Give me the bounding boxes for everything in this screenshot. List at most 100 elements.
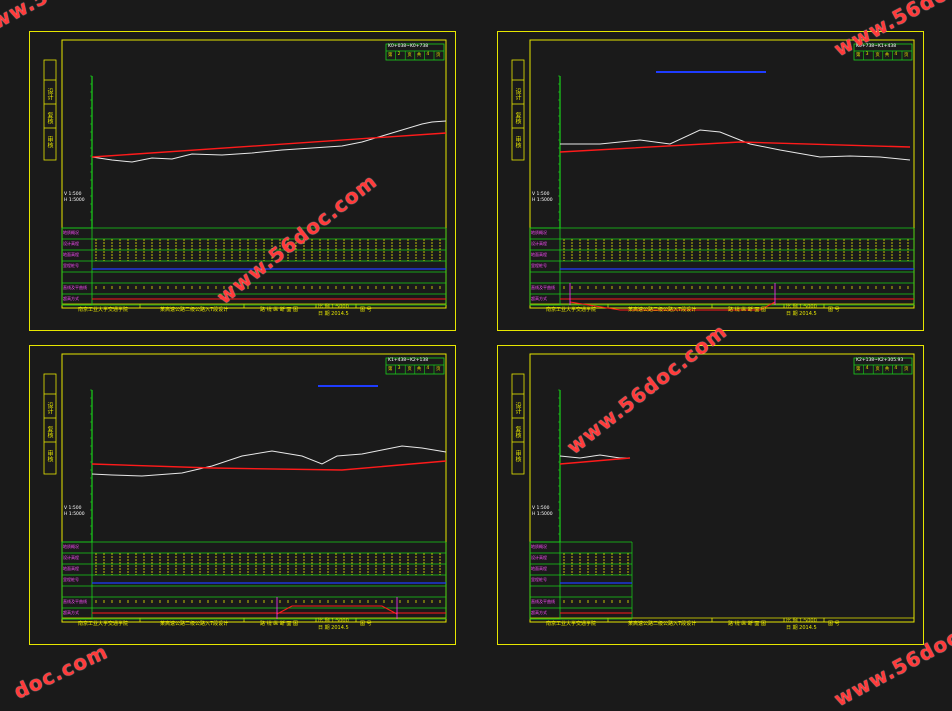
page-cell: 页 <box>875 367 880 372</box>
title-sheet-no: 图 号 <box>828 307 840 313</box>
title-sheet-no: 图 号 <box>360 307 372 313</box>
page-cell: 4 <box>894 366 898 371</box>
table-row-label: 里程桩号 <box>531 577 547 582</box>
title-drawing: 路 线 纵 断 面 图 <box>728 307 766 313</box>
page-cell: 共 <box>416 367 422 372</box>
page-cell: 共 <box>416 53 422 58</box>
table-row-label: 地面高程 <box>63 252 79 257</box>
horizontal-scale: H 1:5000 <box>532 512 553 517</box>
horizontal-scale: H 1:5000 <box>64 512 85 517</box>
title-school: 南京工业大学交通学院 <box>546 307 597 313</box>
page-cell: 第 <box>388 367 393 372</box>
drawing-sheet-1: 审核 复核 设计南京工业大学交通学院 某高速公路二级公路入7段设计 路 线 纵 断 面 … <box>29 31 456 331</box>
vertical-scale: V 1:500 <box>532 192 550 197</box>
page-cell: 4 <box>865 366 869 371</box>
title-date: 日 期 2014.5 <box>318 311 349 317</box>
title-date: 日 期 2014.5 <box>786 625 817 631</box>
title-drawing: 路 线 纵 断 面 图 <box>260 621 298 627</box>
table-row-label: 设计高程 <box>531 241 547 246</box>
title-scale: 比 例 1:5000 <box>786 618 817 624</box>
station-range: K2+138~K2+305.93 <box>856 358 904 363</box>
page-cell: 页 <box>407 53 412 58</box>
table-row-label: 超高方式 <box>531 296 547 301</box>
table-row-label: 里程桩号 <box>63 577 79 582</box>
page-cell: 第 <box>388 53 393 58</box>
side-label: 设计 <box>46 402 53 414</box>
table-row-label: 超高方式 <box>531 610 547 615</box>
title-drawing: 路 线 纵 断 面 图 <box>260 307 298 313</box>
title-sheet-no: 图 号 <box>360 621 372 627</box>
side-label: 复核 <box>514 112 521 124</box>
side-label: 审核 <box>514 136 521 148</box>
page-cell: 页 <box>875 53 880 58</box>
drawing-sheet-2: 审核 复核 设计南京工业大学交通学院 某高速公路二级公路入7段设计 路 线 纵 断 面 … <box>497 31 924 331</box>
table-row-label: 超高方式 <box>63 296 79 301</box>
title-school: 南京工业大学交通学院 <box>78 307 129 313</box>
title-project: 某高速公路二级公路入7段设计 <box>160 621 229 627</box>
table-row-label: 地面高程 <box>63 566 79 571</box>
page-cell: 页 <box>436 53 441 58</box>
horizontal-scale: H 1:5000 <box>64 198 85 203</box>
table-row-label: 超高方式 <box>63 610 79 615</box>
title-drawing: 路 线 纵 断 面 图 <box>728 621 766 627</box>
page-cell: 页 <box>904 53 909 58</box>
page-cell: 4 <box>426 366 430 371</box>
station-range: K0+038~K0+738 <box>388 44 429 49</box>
table-row-label: 地面高程 <box>531 566 547 571</box>
side-label: 设计 <box>514 402 521 414</box>
drawing-sheet-3: 审核 复核 设计南京工业大学交通学院 某高速公路二级公路入7段设计 路 线 纵 断 面 … <box>29 345 456 645</box>
table-row-label: 里程桩号 <box>63 263 79 268</box>
title-date: 日 期 2014.5 <box>318 625 349 631</box>
title-scale: 比 例 1:5000 <box>786 304 817 310</box>
title-scale: 比 例 1:5000 <box>318 304 349 310</box>
title-school: 南京工业大学交通学院 <box>546 621 597 627</box>
page-cell: 页 <box>407 367 412 372</box>
station-range: K1+438~K2+138 <box>388 358 429 363</box>
side-label: 审核 <box>46 136 53 148</box>
title-school: 南京工业大学交通学院 <box>78 621 129 627</box>
page-cell: 3 <box>397 366 401 371</box>
title-project: 某高速公路二级公路入7段设计 <box>628 621 697 627</box>
title-project: 某高速公路二级公路入7段设计 <box>160 307 229 313</box>
side-label: 复核 <box>46 426 53 438</box>
title-sheet-no: 图 号 <box>828 621 840 627</box>
drawing-sheet-4: 审核 复核 设计南京工业大学交通学院 某高速公路二级公路入7段设计 路 线 纵 断 面 … <box>497 345 924 645</box>
table-row-label: 地质概况 <box>63 230 79 235</box>
page-cell: 页 <box>904 367 909 372</box>
page-cell: 3 <box>865 52 869 57</box>
table-row-label: 地质概况 <box>531 544 547 549</box>
page-cell: 共 <box>884 367 890 372</box>
table-row-label: 直线及平曲线 <box>531 599 555 604</box>
table-row-label: 地面高程 <box>531 252 547 257</box>
side-label: 审核 <box>46 450 53 462</box>
side-label: 审核 <box>514 450 521 462</box>
page-cell: 第 <box>856 367 861 372</box>
page-cell: 4 <box>426 52 430 57</box>
watermark-bottom-left: doc.com <box>10 639 112 704</box>
vertical-scale: V 1:500 <box>64 192 82 197</box>
title-date: 日 期 2014.5 <box>786 311 817 317</box>
table-row-label: 地质概况 <box>531 230 547 235</box>
page-cell: 第 <box>856 53 861 58</box>
table-row-label: 直线及平曲线 <box>63 599 87 604</box>
side-label: 复核 <box>514 426 521 438</box>
title-scale: 比 例 1:5000 <box>318 618 349 624</box>
horizontal-scale: H 1:5000 <box>532 198 553 203</box>
table-row-label: 里程桩号 <box>531 263 547 268</box>
table-row-label: 设计高程 <box>63 555 79 560</box>
vertical-scale: V 1:500 <box>532 506 550 511</box>
page-cell: 页 <box>436 367 441 372</box>
page-cell: 共 <box>884 53 890 58</box>
station-range: K0+738~K1+438 <box>856 44 897 49</box>
table-row-label: 地质概况 <box>63 544 79 549</box>
side-label: 复核 <box>46 112 53 124</box>
table-row-label: 设计高程 <box>531 555 547 560</box>
side-label: 设计 <box>514 88 521 100</box>
page-cell: 4 <box>894 52 898 57</box>
table-row-label: 直线及平曲线 <box>63 285 87 290</box>
page-cell: 2 <box>397 52 401 57</box>
vertical-scale: V 1:500 <box>64 506 82 511</box>
table-row-label: 直线及平曲线 <box>531 285 555 290</box>
side-label: 设计 <box>46 88 53 100</box>
title-project: 某高速公路二级公路入7段设计 <box>628 307 697 313</box>
